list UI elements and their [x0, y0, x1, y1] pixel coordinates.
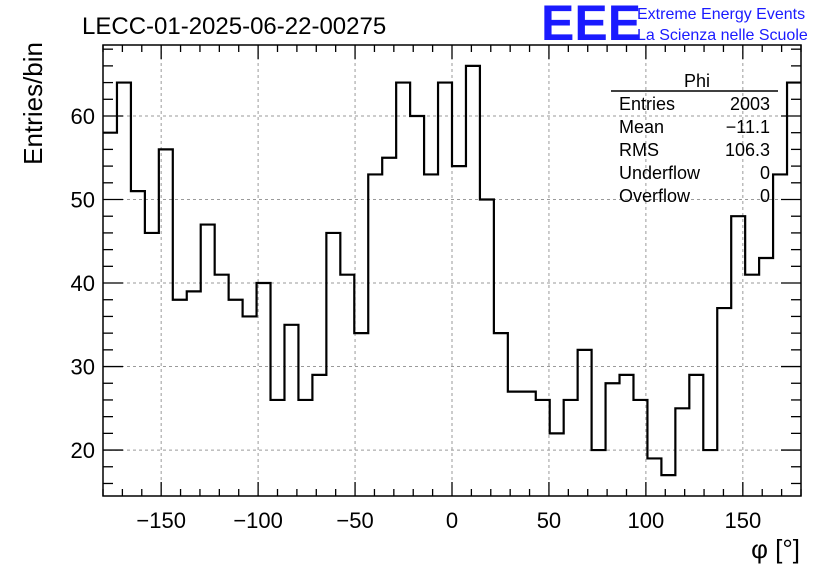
y-axis-label: Entries/bin — [18, 42, 48, 165]
y-tick-label: 50 — [71, 188, 95, 213]
stats-value: 0 — [760, 186, 770, 206]
x-tick-label: 50 — [537, 508, 561, 533]
eee-logo-line2: La Scienza nelle Scuole — [637, 27, 808, 44]
x-tick-label: 100 — [628, 508, 665, 533]
x-tick-label: 0 — [446, 508, 458, 533]
stats-value: −11.1 — [726, 117, 770, 137]
y-tick-labels: 20 30 40 50 60 — [71, 104, 95, 463]
chart-title: LECC-01-2025-06-22-00275 — [82, 13, 386, 40]
stats-value: 0 — [760, 163, 770, 183]
x-axis-label: φ [°] — [751, 534, 800, 564]
x-tick-labels: −150 −100 −50 0 50 100 150 — [136, 508, 761, 533]
stats-value: 2003 — [730, 94, 770, 114]
x-tick-label: −50 — [336, 508, 373, 533]
x-tick-label: 150 — [724, 508, 761, 533]
histogram-outline — [103, 64, 801, 477]
stats-title: Phi — [684, 71, 710, 91]
stats-box: Phi Entries 2003 Mean −11.1 RMS 106.3 Underflo… — [611, 71, 778, 206]
stats-label: RMS — [619, 140, 659, 160]
stats-label: Overflow — [619, 186, 691, 206]
y-tick-label: 60 — [71, 104, 95, 129]
y-tick-label: 30 — [71, 355, 95, 380]
y-tick-label: 40 — [71, 271, 95, 296]
plot-frame — [102, 44, 802, 497]
stats-value: 106.3 — [725, 140, 770, 160]
x-tick-label: −150 — [136, 508, 186, 533]
x-tick-label: −100 — [233, 508, 283, 533]
histogram-series — [103, 64, 801, 477]
stats-label: Entries — [619, 94, 675, 114]
stats-label: Mean — [619, 117, 664, 137]
y-tick-label: 20 — [71, 438, 95, 463]
axis-ticks — [102, 45, 802, 496]
eee-logo: EEE Extreme Energy Events La Scienza nel… — [541, 0, 808, 51]
eee-logo-mark: EEE — [541, 0, 641, 51]
eee-logo-line1: Extreme Energy Events — [637, 6, 805, 23]
stats-label: Underflow — [619, 163, 701, 183]
